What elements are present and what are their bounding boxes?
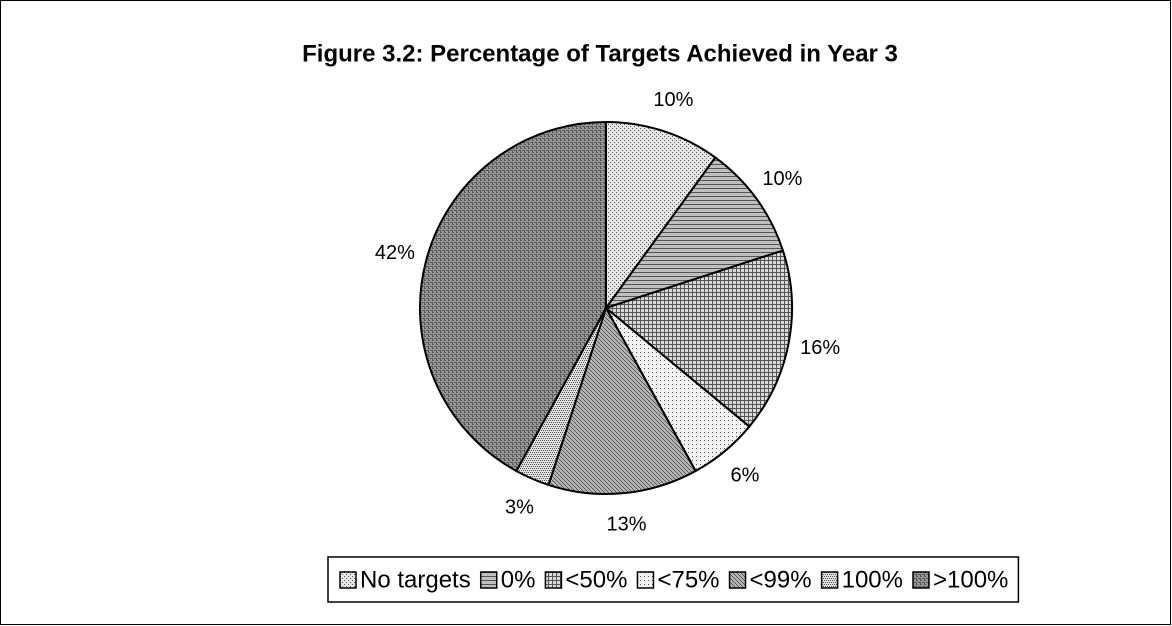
legend-label: 100%	[842, 566, 903, 593]
legend-label: <75%	[657, 566, 719, 593]
legend-label: >100%	[933, 566, 1008, 593]
legend-swatch	[339, 571, 357, 589]
pie-slice	[603, 249, 793, 428]
legend-swatch	[479, 571, 498, 589]
pie-slice	[419, 120, 607, 473]
data-label: 10%	[653, 89, 693, 111]
legend-swatch	[728, 571, 747, 589]
legend-label: No targets	[360, 566, 471, 593]
legend-label: <50%	[565, 566, 627, 593]
legend-swatch	[820, 571, 839, 589]
legend-swatch	[544, 571, 563, 589]
pie-slice	[603, 156, 785, 310]
legend: No targets 0% <50% <75% <99% 100% >100%	[327, 556, 1020, 603]
data-label: 13%	[607, 513, 647, 535]
data-label: 10%	[762, 168, 802, 190]
pie-slice	[605, 120, 717, 312]
data-label: 42%	[375, 242, 415, 264]
legend-box	[327, 556, 1020, 603]
chart-title: Figure 3.2: Percentage of Targets Achiev…	[302, 40, 898, 67]
pie-slice	[547, 305, 697, 495]
legend-swatch	[912, 571, 930, 589]
legend-swatch	[636, 571, 655, 589]
data-label: 3%	[505, 496, 534, 518]
data-label: 16%	[800, 337, 840, 359]
legend-label: 0%	[501, 566, 536, 593]
data-label: 6%	[731, 464, 760, 486]
legend-label: <99%	[750, 566, 812, 593]
